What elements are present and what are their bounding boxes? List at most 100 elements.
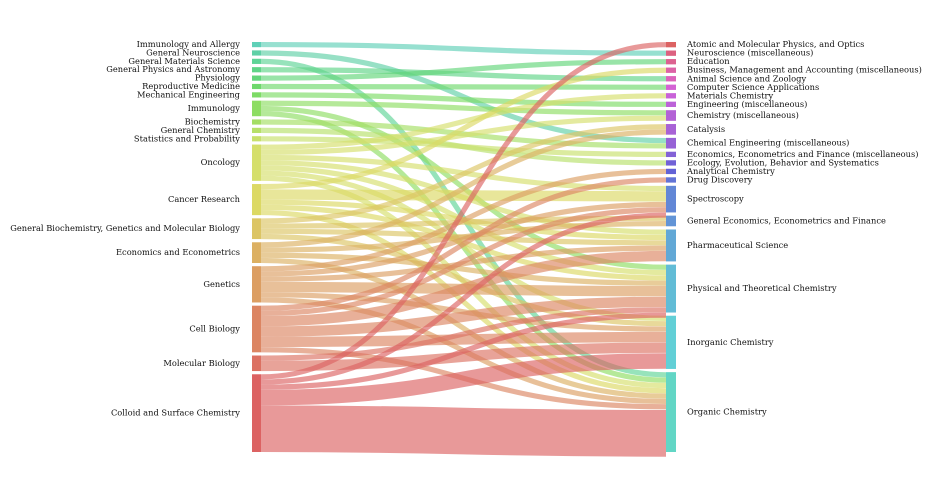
left-node-label: Economics and Econometrics	[116, 247, 240, 257]
left-node-label: Cell Biology	[189, 323, 240, 333]
sankey-link	[260, 201, 667, 277]
sankey-links	[260, 42, 667, 457]
sankey-link	[260, 307, 667, 361]
right-node-label: General Economics, Econometrics and Fina…	[687, 215, 886, 225]
sankey-link	[260, 168, 667, 272]
left-node	[252, 184, 261, 216]
sankey-link	[260, 92, 667, 107]
right-node-label: Atomic and Molecular Physics, and Optics	[686, 39, 864, 49]
right-node	[666, 215, 676, 227]
right-node-label: Ecology, Evolution, Behavior and Systema…	[687, 157, 879, 167]
right-node	[666, 59, 676, 65]
right-node-label: Pharmaceutical Science	[687, 240, 788, 250]
right-node-label: Computer Science Applications	[687, 82, 819, 92]
left-node-label: Immunology and Allergy	[137, 39, 241, 49]
left-node-label: Reproductive Medicine	[142, 81, 240, 91]
left-node-label: Molecular Biology	[163, 358, 240, 368]
sankey-link	[260, 42, 667, 380]
left-node-label: Colloid and Surface Chemistry	[111, 408, 240, 418]
right-node	[666, 151, 676, 158]
left-node-label: Statistics and Probability	[134, 133, 240, 143]
right-node-label: Chemistry (miscellaneous)	[687, 110, 799, 120]
sankey-link	[260, 296, 667, 337]
left-node	[252, 42, 261, 48]
left-node-label: Genetics	[203, 279, 240, 289]
right-node-label: Physical and Theoretical Chemistry	[687, 283, 837, 293]
right-node	[666, 177, 676, 183]
right-node	[666, 372, 676, 452]
right-node	[666, 76, 676, 82]
sankey-link	[260, 207, 667, 317]
right-node-label: Drug Discovery	[687, 174, 753, 184]
right-node	[666, 264, 676, 313]
left-node-label: General Chemistry	[161, 125, 241, 135]
right-node-label: Organic Chemistry	[687, 407, 767, 417]
left-node-label: Mechanical Engineering	[137, 89, 241, 99]
right-node-label: Materials Chemistry	[687, 90, 773, 100]
left-node	[252, 50, 261, 56]
left-node-label: Cancer Research	[168, 194, 241, 204]
left-node-label: General Physics and Astronomy	[106, 64, 240, 74]
left-node	[252, 266, 261, 303]
left-node-label: Biochemistry	[185, 117, 241, 127]
left-node	[252, 242, 261, 263]
right-node	[666, 110, 676, 121]
sankey-link	[260, 129, 667, 248]
sankey-nodes	[252, 42, 676, 452]
right-node-label: Engineering (miscellaneous)	[687, 99, 807, 109]
sankey-link	[260, 252, 667, 286]
right-node	[666, 67, 676, 73]
sankey-link	[260, 250, 667, 327]
sankey-link	[260, 136, 667, 157]
sankey-link	[260, 342, 667, 372]
left-node	[252, 144, 261, 181]
right-node	[666, 168, 676, 175]
right-node-label: Animal Science and Zoology	[686, 73, 806, 83]
right-node-label: Spectroscopy	[687, 194, 744, 204]
sankey-link	[260, 177, 667, 311]
sankey-link	[260, 42, 667, 56]
left-node-label: General Neuroscience	[146, 47, 240, 57]
right-node	[666, 315, 676, 369]
right-node-label: Chemical Engineering (miscellaneous)	[687, 138, 849, 148]
left-node	[252, 136, 261, 142]
left-node	[252, 75, 261, 81]
sankey-link	[260, 124, 667, 224]
right-node-label: Catalysis	[687, 124, 725, 134]
left-node	[252, 92, 261, 98]
left-node-label: Oncology	[201, 157, 241, 167]
left-node-label: Immunology	[188, 103, 241, 113]
sankey-link	[260, 257, 667, 399]
right-node	[666, 101, 676, 107]
right-node	[666, 50, 676, 56]
right-node-label: Neuroscience (miscellaneous)	[687, 48, 813, 58]
left-node	[252, 119, 261, 125]
right-node	[666, 229, 676, 262]
right-node-label: Business, Management and Accounting (mis…	[687, 65, 922, 75]
sankey-link	[260, 93, 667, 150]
right-node	[666, 137, 676, 149]
sankey-link	[260, 312, 667, 390]
sankey-link	[260, 67, 667, 190]
left-node	[252, 67, 261, 73]
sankey-link	[260, 115, 667, 155]
sankey-link	[260, 353, 667, 406]
sankey-link	[260, 83, 667, 90]
left-node-label: General Materials Science	[128, 56, 240, 66]
right-node	[666, 42, 676, 48]
sankey-link	[260, 212, 667, 385]
right-node-label: Economics, Econometrics and Finance (mis…	[687, 149, 918, 159]
left-node	[252, 305, 261, 353]
sankey-link	[260, 189, 667, 202]
right-node	[666, 93, 676, 99]
right-node-label: Education	[687, 56, 730, 66]
left-node	[252, 127, 261, 133]
right-node-label: Inorganic Chemistry	[687, 337, 774, 347]
left-node	[252, 100, 261, 117]
left-node	[252, 218, 261, 240]
right-node	[666, 160, 676, 166]
right-node	[666, 84, 676, 90]
left-node-label: General Biochemistry, Genetics and Molec…	[10, 223, 240, 233]
left-node	[252, 58, 261, 64]
